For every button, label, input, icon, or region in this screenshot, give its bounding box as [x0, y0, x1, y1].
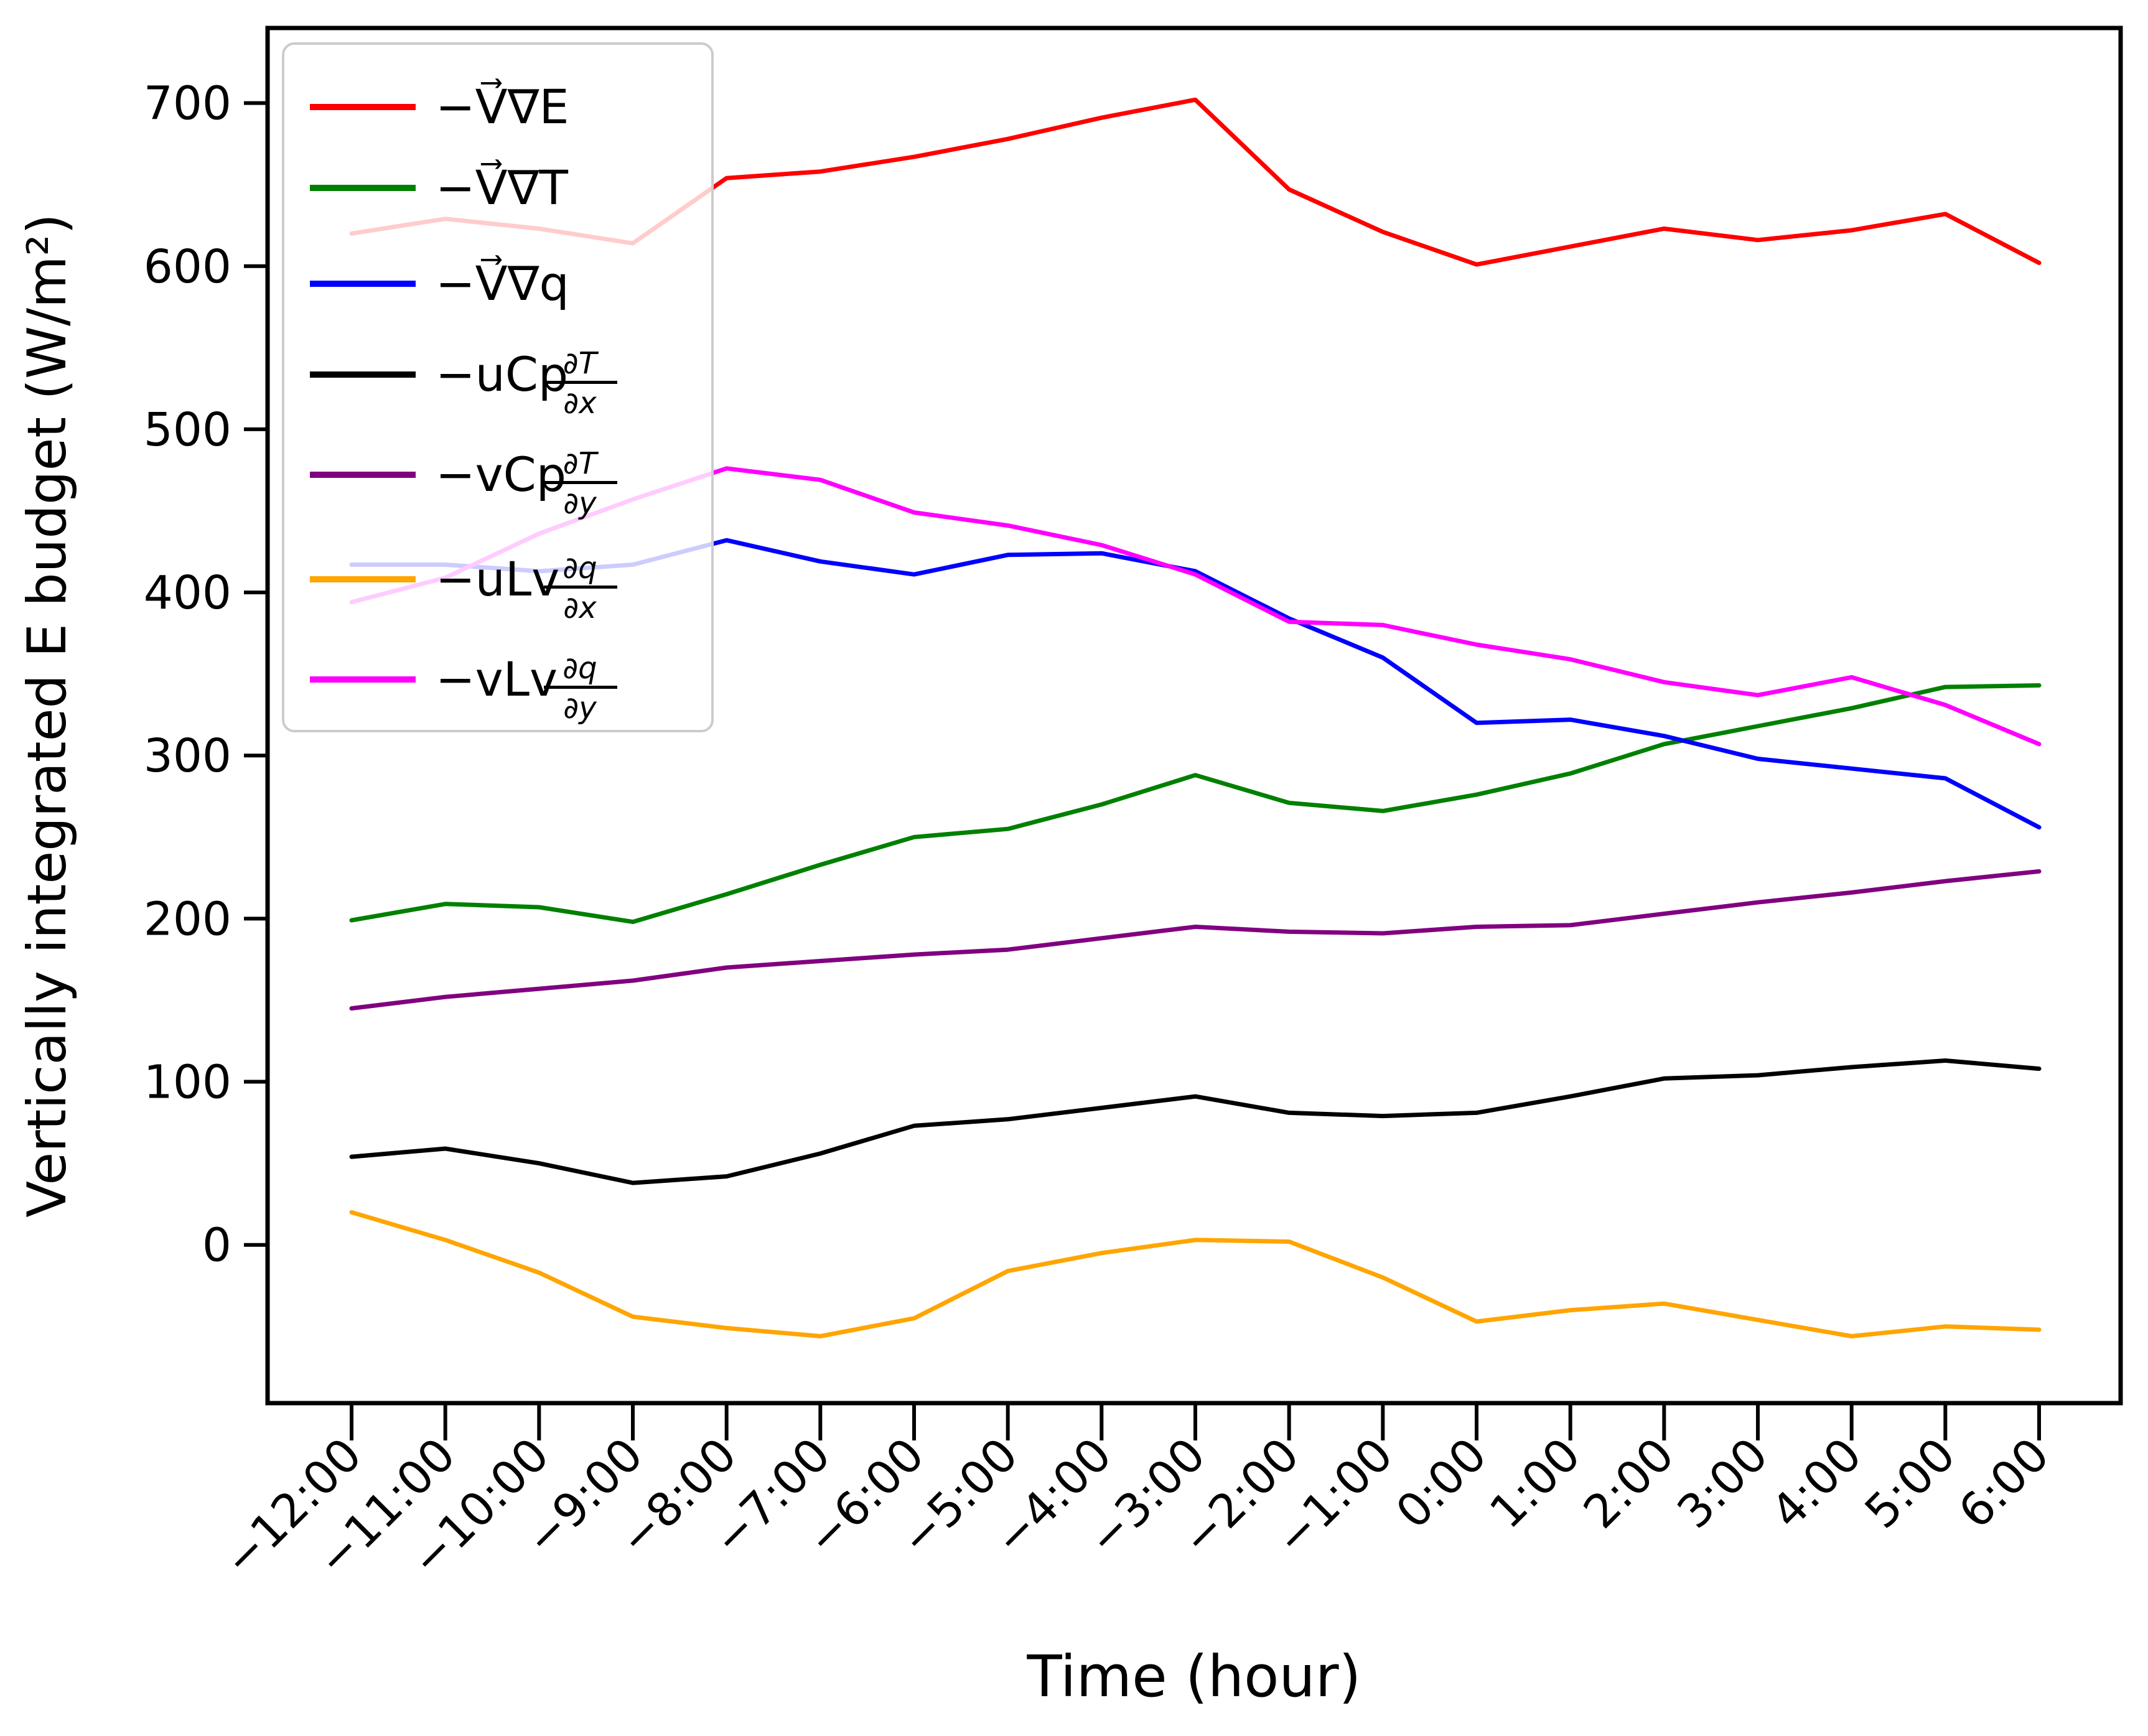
- series-line-vt: [349, 683, 2042, 925]
- legend-frac-denominator: ∂y: [563, 691, 597, 726]
- legend-label: −vLv: [436, 651, 558, 707]
- legend-frac-denominator: ∂y: [563, 486, 597, 521]
- legend-frac-numerator: ∂q: [563, 551, 597, 586]
- plot-border: [265, 26, 2123, 1406]
- x-tick-label: 3:00: [1667, 1428, 1778, 1539]
- legend-label: −V⃗∇q: [436, 255, 569, 311]
- y-axis-title: Vertically integrated E budget (W/m²): [16, 213, 78, 1218]
- legend-box: [282, 42, 714, 732]
- y-tick-label: 100: [144, 1056, 231, 1109]
- legend-frac-denominator: ∂x: [563, 590, 597, 625]
- legend-label: −vCp: [436, 447, 566, 502]
- legend-frac-bar: [544, 686, 617, 689]
- plot-layer: 0100200300400500600700−12:00−11:00−10:00…: [144, 26, 2123, 1587]
- y-tick-label: 600: [144, 240, 231, 294]
- legend-frac-bar: [544, 481, 617, 484]
- legend-frac-numerator: ∂T: [563, 446, 599, 481]
- y-tick-label: 700: [144, 77, 231, 131]
- x-tick-label: 5:00: [1855, 1428, 1966, 1539]
- series-line-vcp: [349, 869, 2042, 1011]
- x-tick-label: 2:00: [1574, 1428, 1684, 1539]
- legend-frac-bar: [544, 381, 617, 384]
- legend-label: −uCp: [436, 347, 568, 402]
- series-line-ucp: [349, 1058, 2042, 1185]
- y-tick-label: 200: [144, 892, 231, 946]
- y-tick-label: 0: [202, 1219, 231, 1272]
- y-tick-label: 300: [144, 729, 231, 783]
- legend-frac-numerator: ∂T: [563, 346, 599, 381]
- legend-label: −V⃗∇E: [436, 78, 569, 134]
- x-axis-title: Time (hour): [1027, 1643, 1361, 1710]
- y-tick-label: 500: [144, 403, 231, 457]
- x-tick-label: 6:00: [1948, 1428, 2059, 1539]
- legend-frac-bar: [544, 586, 617, 589]
- x-tick-label: 4:00: [1761, 1428, 1872, 1539]
- series-line-ulv: [349, 1210, 2042, 1338]
- legend-frac-denominator: ∂x: [563, 386, 597, 421]
- legend-label: −V⃗∇T: [436, 159, 569, 215]
- legend-label: −uLv: [436, 551, 559, 607]
- x-tick-label: 1:00: [1480, 1428, 1590, 1539]
- x-tick-label: 0:00: [1386, 1428, 1497, 1539]
- legend-frac-numerator: ∂q: [563, 651, 597, 686]
- y-tick-label: 400: [144, 566, 231, 620]
